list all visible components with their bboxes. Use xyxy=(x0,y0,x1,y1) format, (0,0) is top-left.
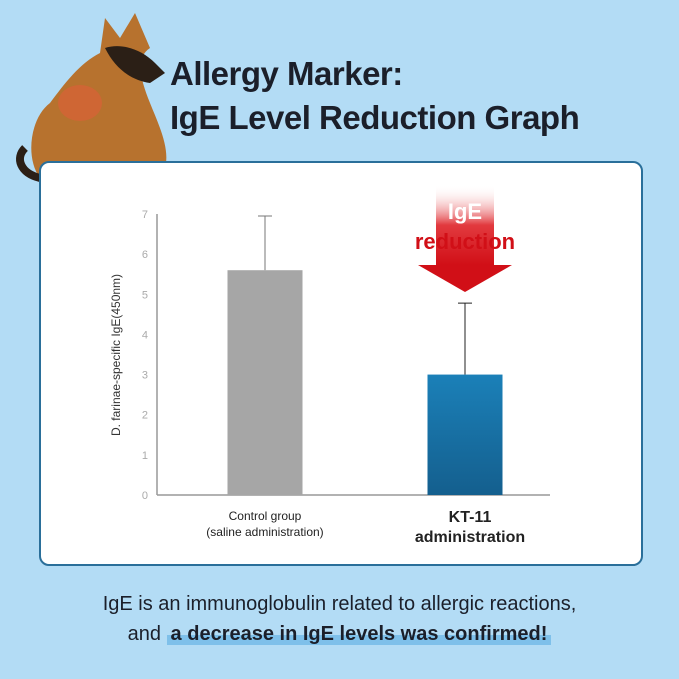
page-title: Allergy Marker: IgE Level Reduction Grap… xyxy=(170,52,580,140)
x-tick-label: administration xyxy=(415,529,525,546)
annotation-line-2: reduction xyxy=(415,229,515,254)
arrow-head xyxy=(418,265,512,292)
y-tick-label: 1 xyxy=(142,450,148,462)
title-line-1: Allergy Marker: xyxy=(170,55,403,92)
y-tick-label: 3 xyxy=(142,370,148,382)
y-tick-label: 7 xyxy=(142,209,148,221)
y-tick-label: 4 xyxy=(142,329,148,341)
y-axis-label: D. farinae-specific IgE(450nm) xyxy=(109,274,123,436)
bar-kt11 xyxy=(427,374,503,495)
y-tick-label: 0 xyxy=(142,490,148,502)
title-line-2: IgE Level Reduction Graph xyxy=(170,99,580,136)
arrow-shaft xyxy=(436,185,494,265)
y-tick-label: 6 xyxy=(142,249,148,261)
reduction-annotation: IgE reduction xyxy=(415,185,515,292)
bar-control xyxy=(227,270,303,495)
footer-highlight: a decrease in IgE levels was confirmed! xyxy=(166,623,552,645)
x-tick-label: (saline administration) xyxy=(206,525,323,539)
chart-card xyxy=(39,161,643,566)
dog-illustration xyxy=(16,13,167,182)
y-tick-label: 2 xyxy=(142,410,148,422)
y-tick-label: 5 xyxy=(142,289,148,301)
footer-line-1: IgE is an immunoglobulin related to alle… xyxy=(102,593,577,615)
footer-line-2: and a decrease in IgE levels was confirm… xyxy=(0,623,679,646)
annotation-line-1: IgE xyxy=(448,199,482,224)
x-tick-label: Control group xyxy=(229,509,302,523)
footer-plain: and xyxy=(127,623,167,645)
x-tick-label: KT-11 xyxy=(449,509,492,526)
